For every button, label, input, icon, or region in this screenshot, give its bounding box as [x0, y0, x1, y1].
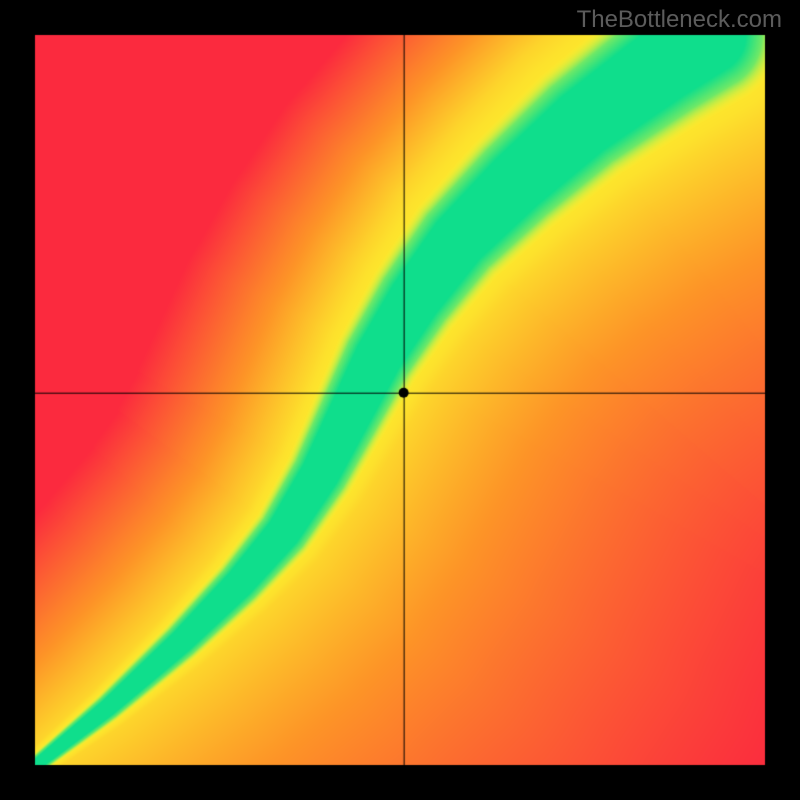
watermark-text: TheBottleneck.com [577, 6, 782, 34]
chart-container: TheBottleneck.com [0, 0, 800, 800]
bottleneck-heatmap [0, 0, 800, 800]
